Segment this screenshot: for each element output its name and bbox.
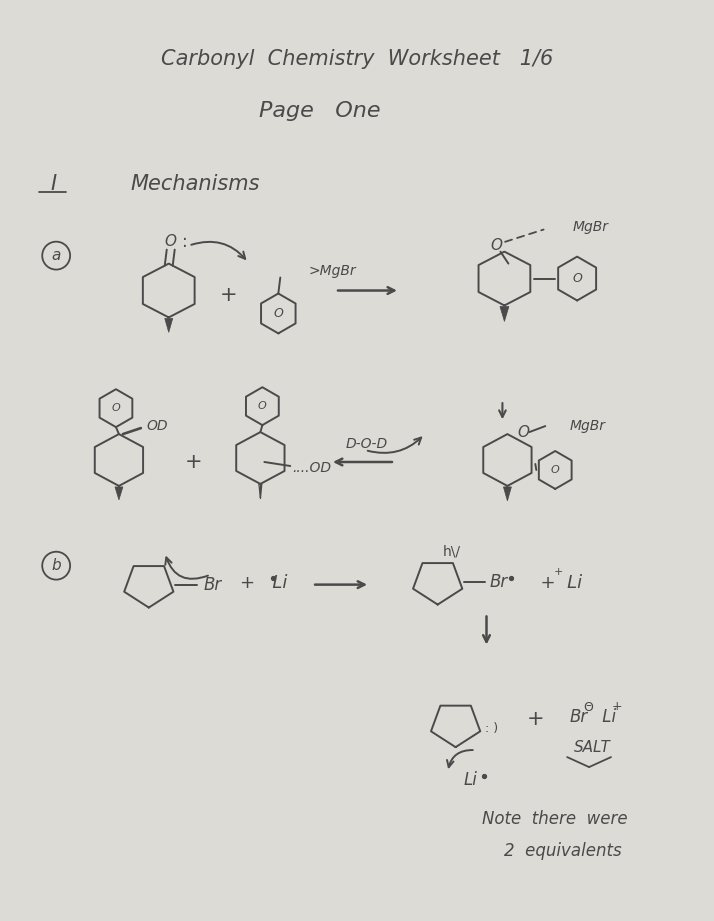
Text: a: a: [51, 248, 61, 263]
Text: Br: Br: [569, 708, 588, 727]
Text: :: :: [182, 233, 188, 251]
Text: Page   One: Page One: [259, 101, 381, 121]
Text: Li: Li: [597, 708, 616, 727]
Polygon shape: [500, 307, 509, 321]
Text: ....OD: ....OD: [292, 461, 331, 475]
Text: O: O: [491, 239, 503, 253]
Text: D-O-D: D-O-D: [346, 437, 388, 451]
Text: 2  equivalents: 2 equivalents: [504, 842, 622, 860]
Text: +   Li: + Li: [241, 574, 288, 591]
Text: Li: Li: [463, 771, 478, 789]
Text: >MgBr: >MgBr: [308, 263, 356, 277]
Text: O: O: [273, 307, 283, 320]
Text: +: +: [553, 566, 563, 577]
Text: Br: Br: [490, 573, 508, 590]
Text: O: O: [111, 403, 121, 414]
Text: +: +: [185, 452, 203, 472]
Text: b: b: [51, 558, 61, 573]
Text: I: I: [50, 174, 56, 193]
Polygon shape: [503, 487, 511, 501]
Text: Br: Br: [203, 576, 222, 594]
Polygon shape: [165, 319, 173, 332]
Text: +  Li: + Li: [529, 574, 583, 591]
Text: O: O: [518, 425, 529, 439]
Text: MgBr: MgBr: [569, 419, 605, 433]
Text: O: O: [572, 272, 582, 286]
Text: Note  there  were: Note there were: [481, 810, 627, 828]
Text: O: O: [258, 402, 267, 411]
Text: MgBr: MgBr: [572, 220, 608, 234]
Text: h\/: h\/: [443, 544, 461, 559]
Text: O: O: [550, 465, 560, 475]
Polygon shape: [115, 487, 123, 500]
Text: OD: OD: [147, 419, 169, 433]
Text: Mechanisms: Mechanisms: [131, 174, 261, 193]
Text: Θ: Θ: [583, 701, 593, 714]
Text: SALT: SALT: [574, 740, 611, 754]
Text: O: O: [165, 234, 177, 250]
Text: : ): : ): [485, 722, 498, 735]
Text: Carbonyl  Chemistry  Worksheet   1/6: Carbonyl Chemistry Worksheet 1/6: [161, 49, 553, 69]
Text: +: +: [526, 709, 544, 729]
Text: +: +: [612, 700, 623, 713]
Text: +: +: [220, 286, 237, 306]
